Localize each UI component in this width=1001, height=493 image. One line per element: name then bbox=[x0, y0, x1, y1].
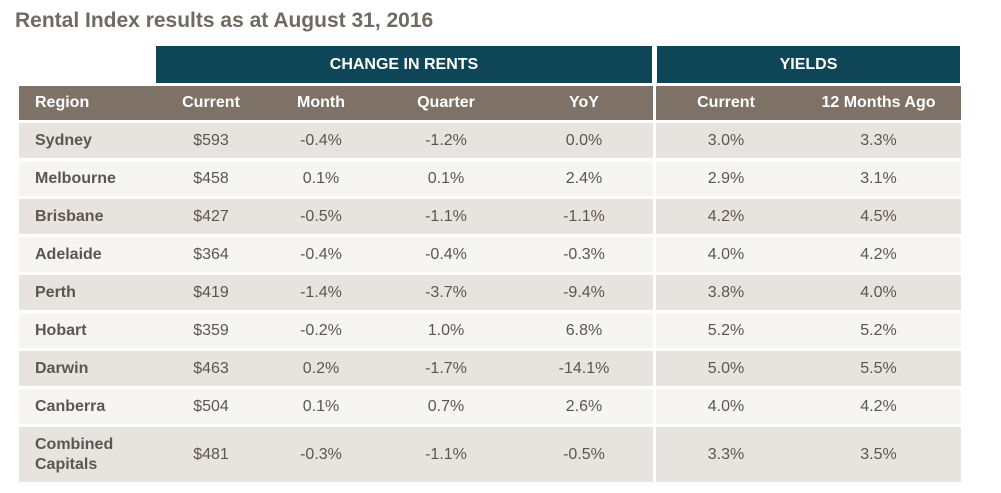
region-cell: Melbourne bbox=[35, 169, 116, 187]
yields-band: YIELDS bbox=[657, 46, 960, 83]
page-title: Rental Index results as at August 31, 20… bbox=[15, 9, 434, 32]
region-cell: Adelaide bbox=[35, 245, 102, 263]
col-header-current: Current bbox=[182, 94, 240, 111]
yoy-change-cell: -9.4% bbox=[563, 283, 605, 301]
current-rent-cell: $364 bbox=[193, 245, 229, 263]
yield-12m-cell: 4.2% bbox=[860, 397, 897, 415]
region-cell: Brisbane bbox=[35, 207, 104, 225]
table-row: Perth $419 -1.4% -3.7% -9.4% 3.8% 4.0% bbox=[19, 275, 961, 310]
region-cell: Combined Capitals bbox=[35, 435, 114, 473]
yield-current-cell: 2.9% bbox=[707, 169, 745, 187]
table-row: Darwin $463 0.2% -1.7% -14.1% 5.0% 5.5% bbox=[19, 351, 961, 386]
yoy-change-cell: 2.4% bbox=[565, 169, 603, 187]
column-separator bbox=[653, 389, 656, 424]
current-rent-cell: $458 bbox=[193, 169, 229, 187]
column-separator bbox=[653, 313, 656, 348]
month-change-cell: -0.4% bbox=[300, 131, 342, 149]
table-header: Region Current Month Quarter YoY Current… bbox=[19, 86, 961, 120]
column-separator bbox=[653, 161, 656, 196]
quarter-change-cell: -1.2% bbox=[425, 131, 467, 149]
col-header-yoy: YoY bbox=[569, 94, 599, 111]
col-header-month: Month bbox=[297, 94, 345, 111]
yoy-change-cell: 6.8% bbox=[565, 321, 603, 339]
month-change-cell: -0.2% bbox=[300, 321, 342, 339]
col-header-yield-current: Current bbox=[697, 94, 755, 111]
column-separator bbox=[653, 199, 656, 234]
yoy-change-cell: 0.0% bbox=[565, 131, 603, 149]
column-separator bbox=[653, 275, 656, 310]
current-rent-cell: $481 bbox=[193, 445, 229, 463]
month-change-cell: -0.3% bbox=[300, 445, 342, 463]
quarter-change-cell: -1.7% bbox=[425, 359, 467, 377]
quarter-change-cell: -3.7% bbox=[425, 283, 467, 301]
region-cell: Perth bbox=[35, 283, 76, 301]
month-change-cell: 0.1% bbox=[302, 169, 340, 187]
yield-12m-cell: 5.5% bbox=[860, 359, 897, 377]
col-header-yield-12m: 12 Months Ago bbox=[821, 94, 936, 111]
change-in-rents-band: CHANGE IN RENTS bbox=[156, 46, 652, 83]
yield-current-cell: 3.8% bbox=[707, 283, 745, 301]
yield-current-cell: 5.0% bbox=[707, 359, 745, 377]
table-row: Adelaide $364 -0.4% -0.4% -0.3% 4.0% 4.2% bbox=[19, 237, 961, 272]
month-change-cell: -1.4% bbox=[300, 283, 342, 301]
col-header-quarter: Quarter bbox=[417, 94, 475, 111]
yoy-change-cell: -0.3% bbox=[563, 245, 605, 263]
quarter-change-cell: -1.1% bbox=[425, 207, 467, 225]
yield-12m-cell: 3.5% bbox=[860, 445, 897, 463]
table-row: Hobart $359 -0.2% 1.0% 6.8% 5.2% 5.2% bbox=[19, 313, 961, 348]
yoy-change-cell: 2.6% bbox=[565, 397, 603, 415]
table-row: Melbourne $458 0.1% 0.1% 2.4% 2.9% 3.1% bbox=[19, 161, 961, 196]
column-separator bbox=[653, 351, 656, 386]
yield-current-cell: 4.0% bbox=[707, 245, 745, 263]
quarter-change-cell: -1.1% bbox=[425, 445, 467, 463]
current-rent-cell: $427 bbox=[193, 207, 229, 225]
yield-12m-cell: 3.3% bbox=[860, 131, 897, 149]
column-separator bbox=[653, 86, 656, 120]
yoy-change-cell: -1.1% bbox=[563, 207, 605, 225]
month-change-cell: 0.2% bbox=[302, 359, 340, 377]
region-cell: Hobart bbox=[35, 321, 87, 339]
col-header-region: Region bbox=[35, 94, 90, 111]
table-row: Sydney $593 -0.4% -1.2% 0.0% 3.0% 3.3% bbox=[19, 123, 961, 158]
quarter-change-cell: -0.4% bbox=[425, 245, 467, 263]
column-separator bbox=[653, 237, 656, 272]
quarter-change-cell: 0.1% bbox=[427, 169, 465, 187]
yoy-change-cell: -14.1% bbox=[558, 359, 610, 377]
month-change-cell: -0.4% bbox=[300, 245, 342, 263]
yield-12m-cell: 5.2% bbox=[860, 321, 897, 339]
yield-current-cell: 4.2% bbox=[707, 207, 745, 225]
column-separator bbox=[653, 123, 656, 158]
column-separator bbox=[653, 427, 656, 482]
current-rent-cell: $593 bbox=[193, 131, 229, 149]
table-row: Combined Capitals $481 -0.3% -1.1% -0.5% 3.3%… bbox=[19, 427, 961, 482]
table-row: Canberra $504 0.1% 0.7% 2.6% 4.0% 4.2% bbox=[19, 389, 961, 424]
yield-12m-cell: 3.1% bbox=[860, 169, 897, 187]
current-rent-cell: $359 bbox=[193, 321, 229, 339]
month-change-cell: 0.1% bbox=[302, 397, 340, 415]
yield-12m-cell: 4.0% bbox=[860, 283, 897, 301]
quarter-change-cell: 0.7% bbox=[427, 397, 465, 415]
table-body: Sydney $593 -0.4% -1.2% 0.0% 3.0% 3.3% Melbourn… bbox=[19, 123, 961, 485]
quarter-change-cell: 1.0% bbox=[427, 321, 465, 339]
table-row: Brisbane $427 -0.5% -1.1% -1.1% 4.2% 4.5% bbox=[19, 199, 961, 234]
current-rent-cell: $419 bbox=[193, 283, 229, 301]
yoy-change-cell: -0.5% bbox=[563, 445, 605, 463]
yield-current-cell: 3.3% bbox=[707, 445, 745, 463]
region-cell: Sydney bbox=[35, 131, 92, 149]
yield-current-cell: 4.0% bbox=[707, 397, 745, 415]
region-cell: Darwin bbox=[35, 359, 89, 377]
yield-12m-cell: 4.5% bbox=[860, 207, 897, 225]
month-change-cell: -0.5% bbox=[300, 207, 342, 225]
current-rent-cell: $504 bbox=[193, 397, 229, 415]
yield-current-cell: 3.0% bbox=[707, 131, 745, 149]
region-cell: Canberra bbox=[35, 397, 106, 415]
yield-12m-cell: 4.2% bbox=[860, 245, 897, 263]
current-rent-cell: $463 bbox=[193, 359, 229, 377]
yield-current-cell: 5.2% bbox=[707, 321, 745, 339]
